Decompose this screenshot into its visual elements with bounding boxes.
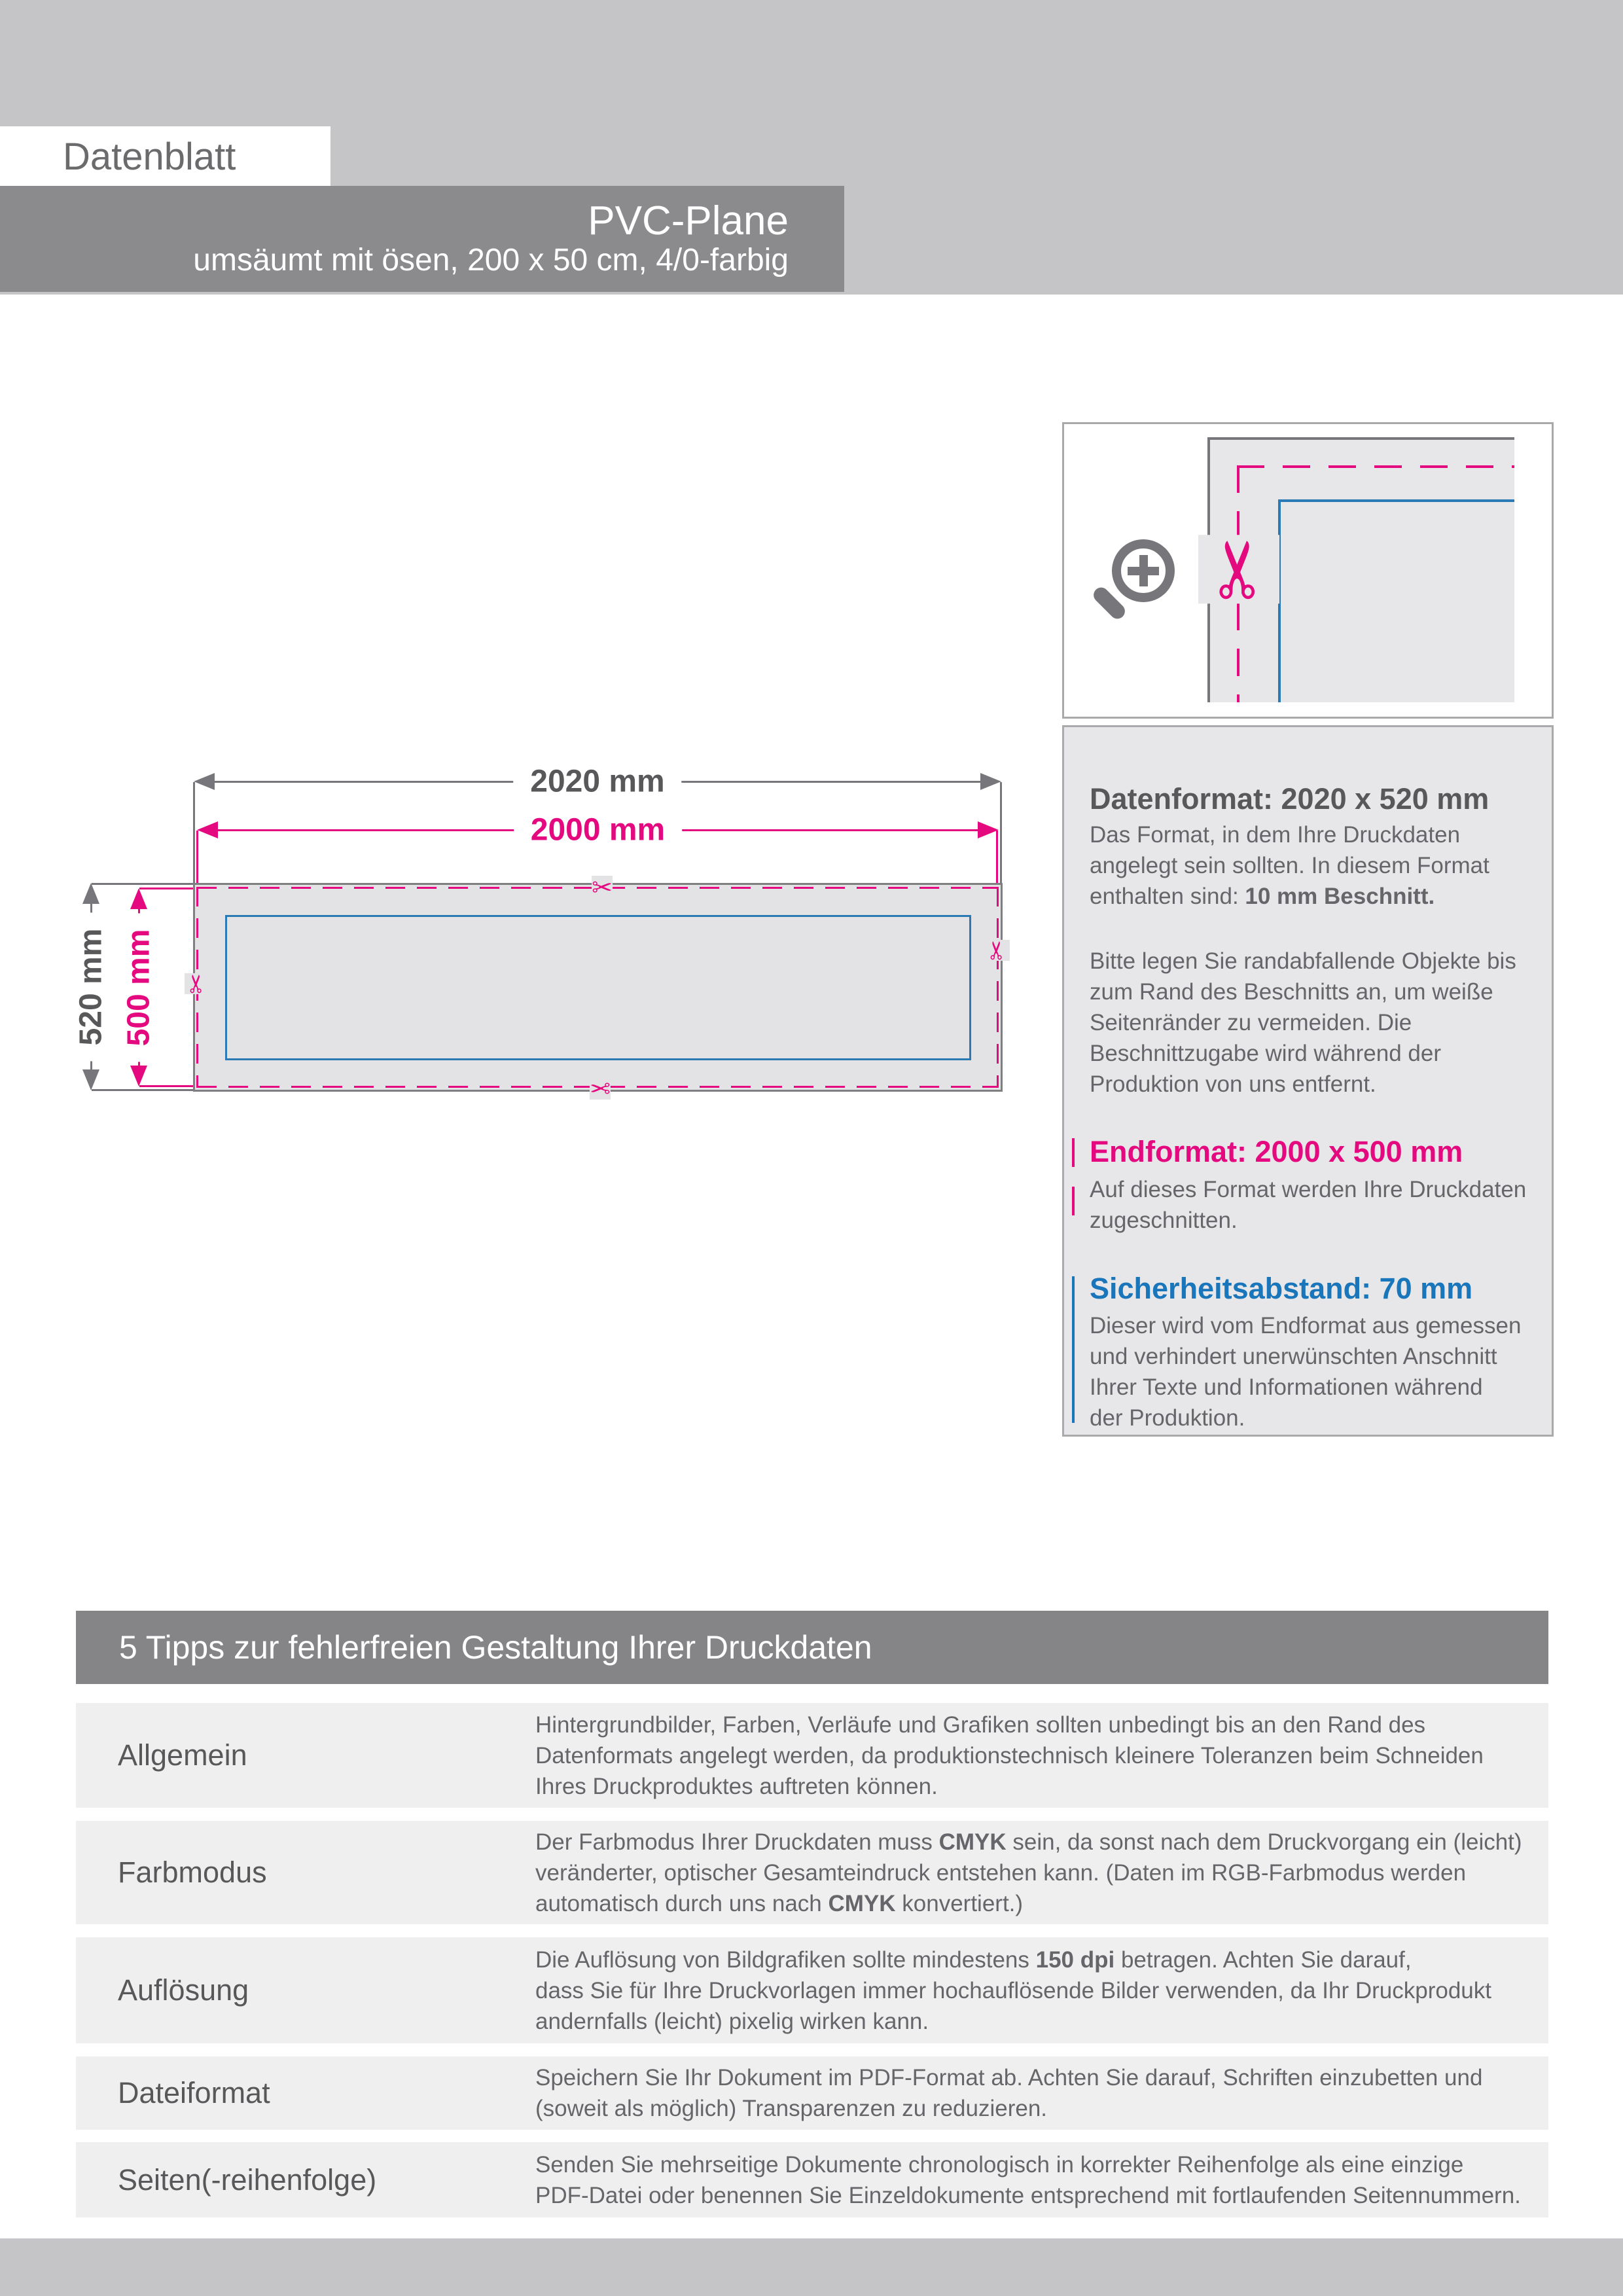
- tip-label: Dateiformat: [118, 2076, 270, 2109]
- tip-row-aufloesung: Auflösung Die Auflösung von Bildgrafiken…: [76, 1937, 1548, 2043]
- section-heading: Datenformat: 2020 x 520 mm: [1090, 782, 1489, 816]
- connector-line: [996, 831, 998, 890]
- scissors-icon: ✂: [1195, 535, 1283, 604]
- doc-label: Datenblatt: [63, 135, 236, 178]
- detail-bleed-line: [1237, 465, 1514, 468]
- tip-text: Senden Sie mehrseitige Dokumente chronol…: [535, 2151, 1521, 2208]
- safety-rect: [225, 915, 971, 1060]
- scissors-icon: ✂: [984, 940, 1011, 961]
- product-title-box: PVC-Plane umsäumt mit ösen, 200 x 50 cm,…: [0, 186, 844, 292]
- arrow-down-icon: [130, 1066, 147, 1086]
- section-rule: [1072, 1138, 1075, 1219]
- arrow-right-icon: [980, 773, 1001, 790]
- tip-text: Der Farbmodus Ihrer Druckdaten muss CMYK…: [535, 1829, 1522, 1916]
- detail-safety-line: [1278, 499, 1281, 702]
- connector-line: [92, 883, 194, 885]
- tip-label: Farbmodus: [118, 1856, 267, 1889]
- datenformat-sheet: [193, 883, 1003, 1092]
- tip-row-dateiformat: Dateiformat Speichern Sie Ihr Dokument i…: [76, 2056, 1548, 2130]
- product-title: PVC-Plane: [588, 198, 789, 244]
- section-paragraph: Dieser wird vom Endformat aus gemessen un…: [1090, 1313, 1522, 1431]
- dim-inner-height: 500 mm: [120, 888, 157, 1086]
- tip-label: Seiten(-reihenfolge): [118, 2162, 377, 2197]
- detail-zoom-box: ✂: [1062, 422, 1554, 719]
- tip-text: Die Auflösung von Bildgrafiken sollte mi…: [535, 1946, 1491, 2034]
- footer-band: [0, 2238, 1623, 2296]
- tip-row-allgemein: Allgemein Hintergrundbilder, Farben, Ver…: [76, 1703, 1548, 1808]
- dim-inner-width-label: 2000 mm: [513, 812, 683, 848]
- section-rule: [1072, 1276, 1075, 1423]
- connector-line: [193, 782, 195, 883]
- detail-safety-line: [1278, 499, 1514, 502]
- connector-line: [92, 1089, 194, 1091]
- dim-outer-width-label: 2020 mm: [513, 763, 682, 800]
- tip-row-seitenreihenfolge: Seiten(-reihenfolge) Senden Sie mehrseit…: [76, 2142, 1548, 2217]
- dim-outer-height-label: 520 mm: [73, 912, 109, 1061]
- section-paragraph: Bitte legen Sie randabfallende Objekte b…: [1090, 948, 1516, 1098]
- product-subtitle: umsäumt mit ösen, 200 x 50 cm, 4/0-farbi…: [193, 243, 789, 278]
- section-datenformat: Datenformat: 2020 x 520 mm Das Format, i…: [1090, 782, 1533, 1100]
- section-heading: Endformat: 2000 x 500 mm: [1090, 1135, 1463, 1169]
- tips-title: 5 Tipps zur fehlerfreien Gestaltung Ihre…: [119, 1629, 872, 1666]
- scissors-icon: ✂: [592, 874, 613, 902]
- bleed-line-right: [997, 887, 999, 1088]
- section-sicherheitsabstand: Sicherheitsabstand: 70 mm Dieser wird vo…: [1072, 1271, 1533, 1433]
- connector-line: [139, 1085, 197, 1087]
- tip-text: Speichern Sie Ihr Dokument im PDF-Format…: [535, 2065, 1483, 2121]
- dim-outer-width: 2020 mm: [194, 763, 1001, 800]
- plus-icon: [1139, 555, 1148, 586]
- scissors-icon: ✂: [590, 1073, 611, 1101]
- connector-line: [139, 888, 197, 889]
- tips-title-bar: 5 Tipps zur fehlerfreien Gestaltung Ihre…: [76, 1611, 1548, 1684]
- tip-text: Hintergrundbilder, Farben, Verläufe und …: [535, 1712, 1484, 1799]
- arrow-right-icon: [978, 821, 999, 838]
- doc-label-tab: Datenblatt: [0, 126, 330, 187]
- format-info-panel: Datenformat: 2020 x 520 mm Das Format, i…: [1062, 725, 1554, 1437]
- connector-line: [196, 831, 198, 888]
- dim-outer-height: 520 mm: [73, 883, 109, 1090]
- section-paragraph: Das Format, in dem Ihre Druckdaten angele…: [1090, 822, 1489, 910]
- detail-edge-line: [1207, 437, 1514, 440]
- tip-row-farbmodus: Farbmodus Der Farbmodus Ihrer Druckdaten…: [76, 1821, 1548, 1924]
- tip-label: Auflösung: [118, 1973, 249, 2007]
- tip-label: Allgemein: [118, 1738, 247, 1772]
- dim-inner-height-label: 500 mm: [120, 913, 157, 1062]
- dim-inner-width: 2000 mm: [197, 812, 999, 848]
- connector-line: [1000, 782, 1002, 883]
- section-paragraph: Auf dieses Format werden Ihre Druckdaten…: [1090, 1176, 1527, 1233]
- section-heading: Sicherheitsabstand: 70 mm: [1090, 1271, 1473, 1305]
- arrow-down-icon: [82, 1069, 99, 1090]
- scissors-icon: ✂: [183, 973, 211, 994]
- section-endformat: Endformat: 2000 x 500 mm Auf dieses Form…: [1072, 1135, 1533, 1235]
